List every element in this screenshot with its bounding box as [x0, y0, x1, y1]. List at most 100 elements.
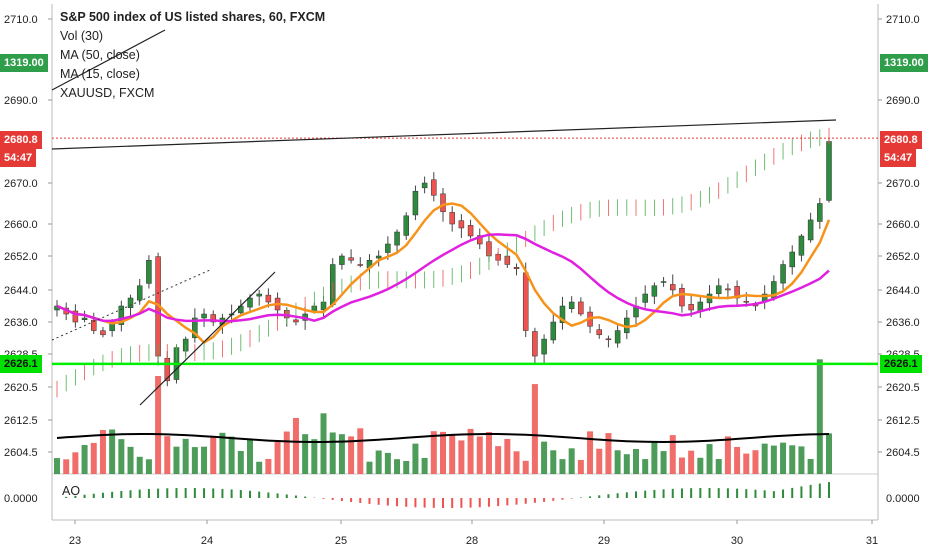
- candle-body: [660, 281, 667, 283]
- volume-bar: [807, 458, 814, 474]
- volume-bar: [642, 459, 649, 474]
- candle-body: [201, 313, 207, 319]
- volume-bar: [338, 434, 345, 474]
- candle-body: [293, 319, 299, 323]
- volume-bar: [531, 384, 538, 474]
- ao-label[interactable]: AO: [62, 484, 81, 498]
- candle-body: [421, 182, 428, 189]
- candle-body: [412, 190, 419, 216]
- volume-bar: [127, 446, 134, 474]
- candle-body: [72, 310, 79, 323]
- right-y-tick-label: 2620.5: [886, 382, 920, 394]
- legend-vol[interactable]: Vol (30): [60, 29, 104, 43]
- candle-body: [596, 329, 602, 336]
- volume-bar: [256, 461, 263, 474]
- volume-bars: [54, 359, 832, 474]
- candle-body: [357, 264, 364, 266]
- candle-body: [743, 301, 750, 303]
- volume-bar: [109, 429, 116, 474]
- volume-bar: [237, 450, 244, 474]
- right-last-price-tag: 2680.8: [880, 131, 922, 149]
- legend-ma50[interactable]: MA (50, close): [60, 48, 140, 62]
- volume-bar: [596, 448, 603, 474]
- legend-ma15[interactable]: MA (15, close): [60, 67, 140, 81]
- xauusd-overlay: [56, 127, 830, 398]
- volume-bar: [191, 447, 198, 474]
- candle-body: [559, 305, 566, 323]
- drawing-line: [51, 29, 166, 91]
- left-y-tick-label: 2690.0: [4, 95, 38, 107]
- candle-body: [339, 255, 345, 265]
- volume-bar: [311, 439, 318, 474]
- x-tick-label: 30: [731, 535, 743, 547]
- candle-body: [734, 286, 740, 299]
- candle-body: [807, 219, 814, 241]
- candle-body: [394, 231, 400, 246]
- x-tick-label: 24: [201, 535, 213, 547]
- volume-bar: [522, 460, 529, 474]
- candle-body: [91, 319, 97, 331]
- volume-bar: [430, 431, 437, 474]
- left-gold-price-tag: 1319.00: [0, 54, 48, 72]
- volume-bar: [357, 428, 364, 474]
- volume-bar: [228, 436, 235, 474]
- candle-body: [81, 317, 88, 320]
- right-y-tick-label: 2660.0: [886, 219, 920, 231]
- volume-bar: [219, 432, 226, 474]
- volume-bar: [403, 460, 410, 474]
- x-tick-label: 31: [866, 535, 878, 547]
- candle-body: [320, 301, 327, 311]
- left-y-tick-label: 2670.0: [4, 178, 38, 190]
- volume-bar: [669, 435, 676, 474]
- volume-bar: [182, 438, 189, 474]
- right-hline-tag: 2626.1: [880, 355, 922, 373]
- candle-body: [642, 293, 648, 303]
- candle-body: [449, 212, 455, 225]
- left-hline-tag: 2626.1: [0, 355, 42, 373]
- volume-bar: [826, 433, 832, 474]
- right-countdown-tag: 54:47: [880, 149, 917, 167]
- chart-grid: [51, 4, 879, 521]
- volume-bar: [633, 449, 639, 474]
- candle-body: [798, 235, 805, 256]
- volume-bar: [577, 459, 584, 474]
- candle-body: [826, 141, 832, 201]
- volume-bar: [660, 451, 667, 474]
- candle-body: [118, 305, 125, 325]
- volume-bar: [145, 459, 152, 474]
- x-tick-label: 29: [598, 535, 610, 547]
- candle-body: [513, 267, 520, 270]
- volume-bar: [164, 436, 171, 474]
- right-gold-price-tag: 1319.00: [880, 54, 928, 72]
- volume-bar: [302, 434, 309, 474]
- ma50-line: [56, 233, 830, 323]
- volume-bar: [90, 442, 97, 474]
- candle-body: [265, 294, 272, 303]
- candle-body: [789, 251, 795, 268]
- volume-bar: [568, 448, 575, 474]
- volume-bar: [770, 445, 777, 474]
- candle-body: [780, 264, 786, 284]
- volume-bar: [495, 446, 502, 474]
- candle-body: [605, 338, 612, 341]
- volume-bar: [587, 431, 594, 474]
- volume-bar: [54, 458, 60, 474]
- volume-bar: [697, 457, 704, 474]
- left-last-price-tag: 2680.8: [0, 131, 42, 149]
- candle-body: [440, 193, 446, 212]
- candle-body: [247, 297, 253, 308]
- volume-bar: [136, 456, 143, 474]
- candle-body: [817, 203, 823, 222]
- ao-histogram: [65, 482, 830, 508]
- candle-body: [715, 285, 722, 295]
- volume-bar: [614, 450, 621, 474]
- chart-legend: S&P 500 index of US listed shares, 60, F…: [60, 8, 325, 103]
- legend-title[interactable]: S&P 500 index of US listed shares, 60, F…: [60, 10, 326, 24]
- left-y-tick-label: 2636.0: [4, 317, 38, 329]
- legend-overlay[interactable]: XAUUSD, FXCM: [60, 86, 155, 100]
- x-tick-label: 28: [466, 535, 478, 547]
- volume-bar: [384, 452, 391, 474]
- volume-bar: [348, 436, 355, 474]
- right-y-tick-label: 2644.0: [886, 285, 920, 297]
